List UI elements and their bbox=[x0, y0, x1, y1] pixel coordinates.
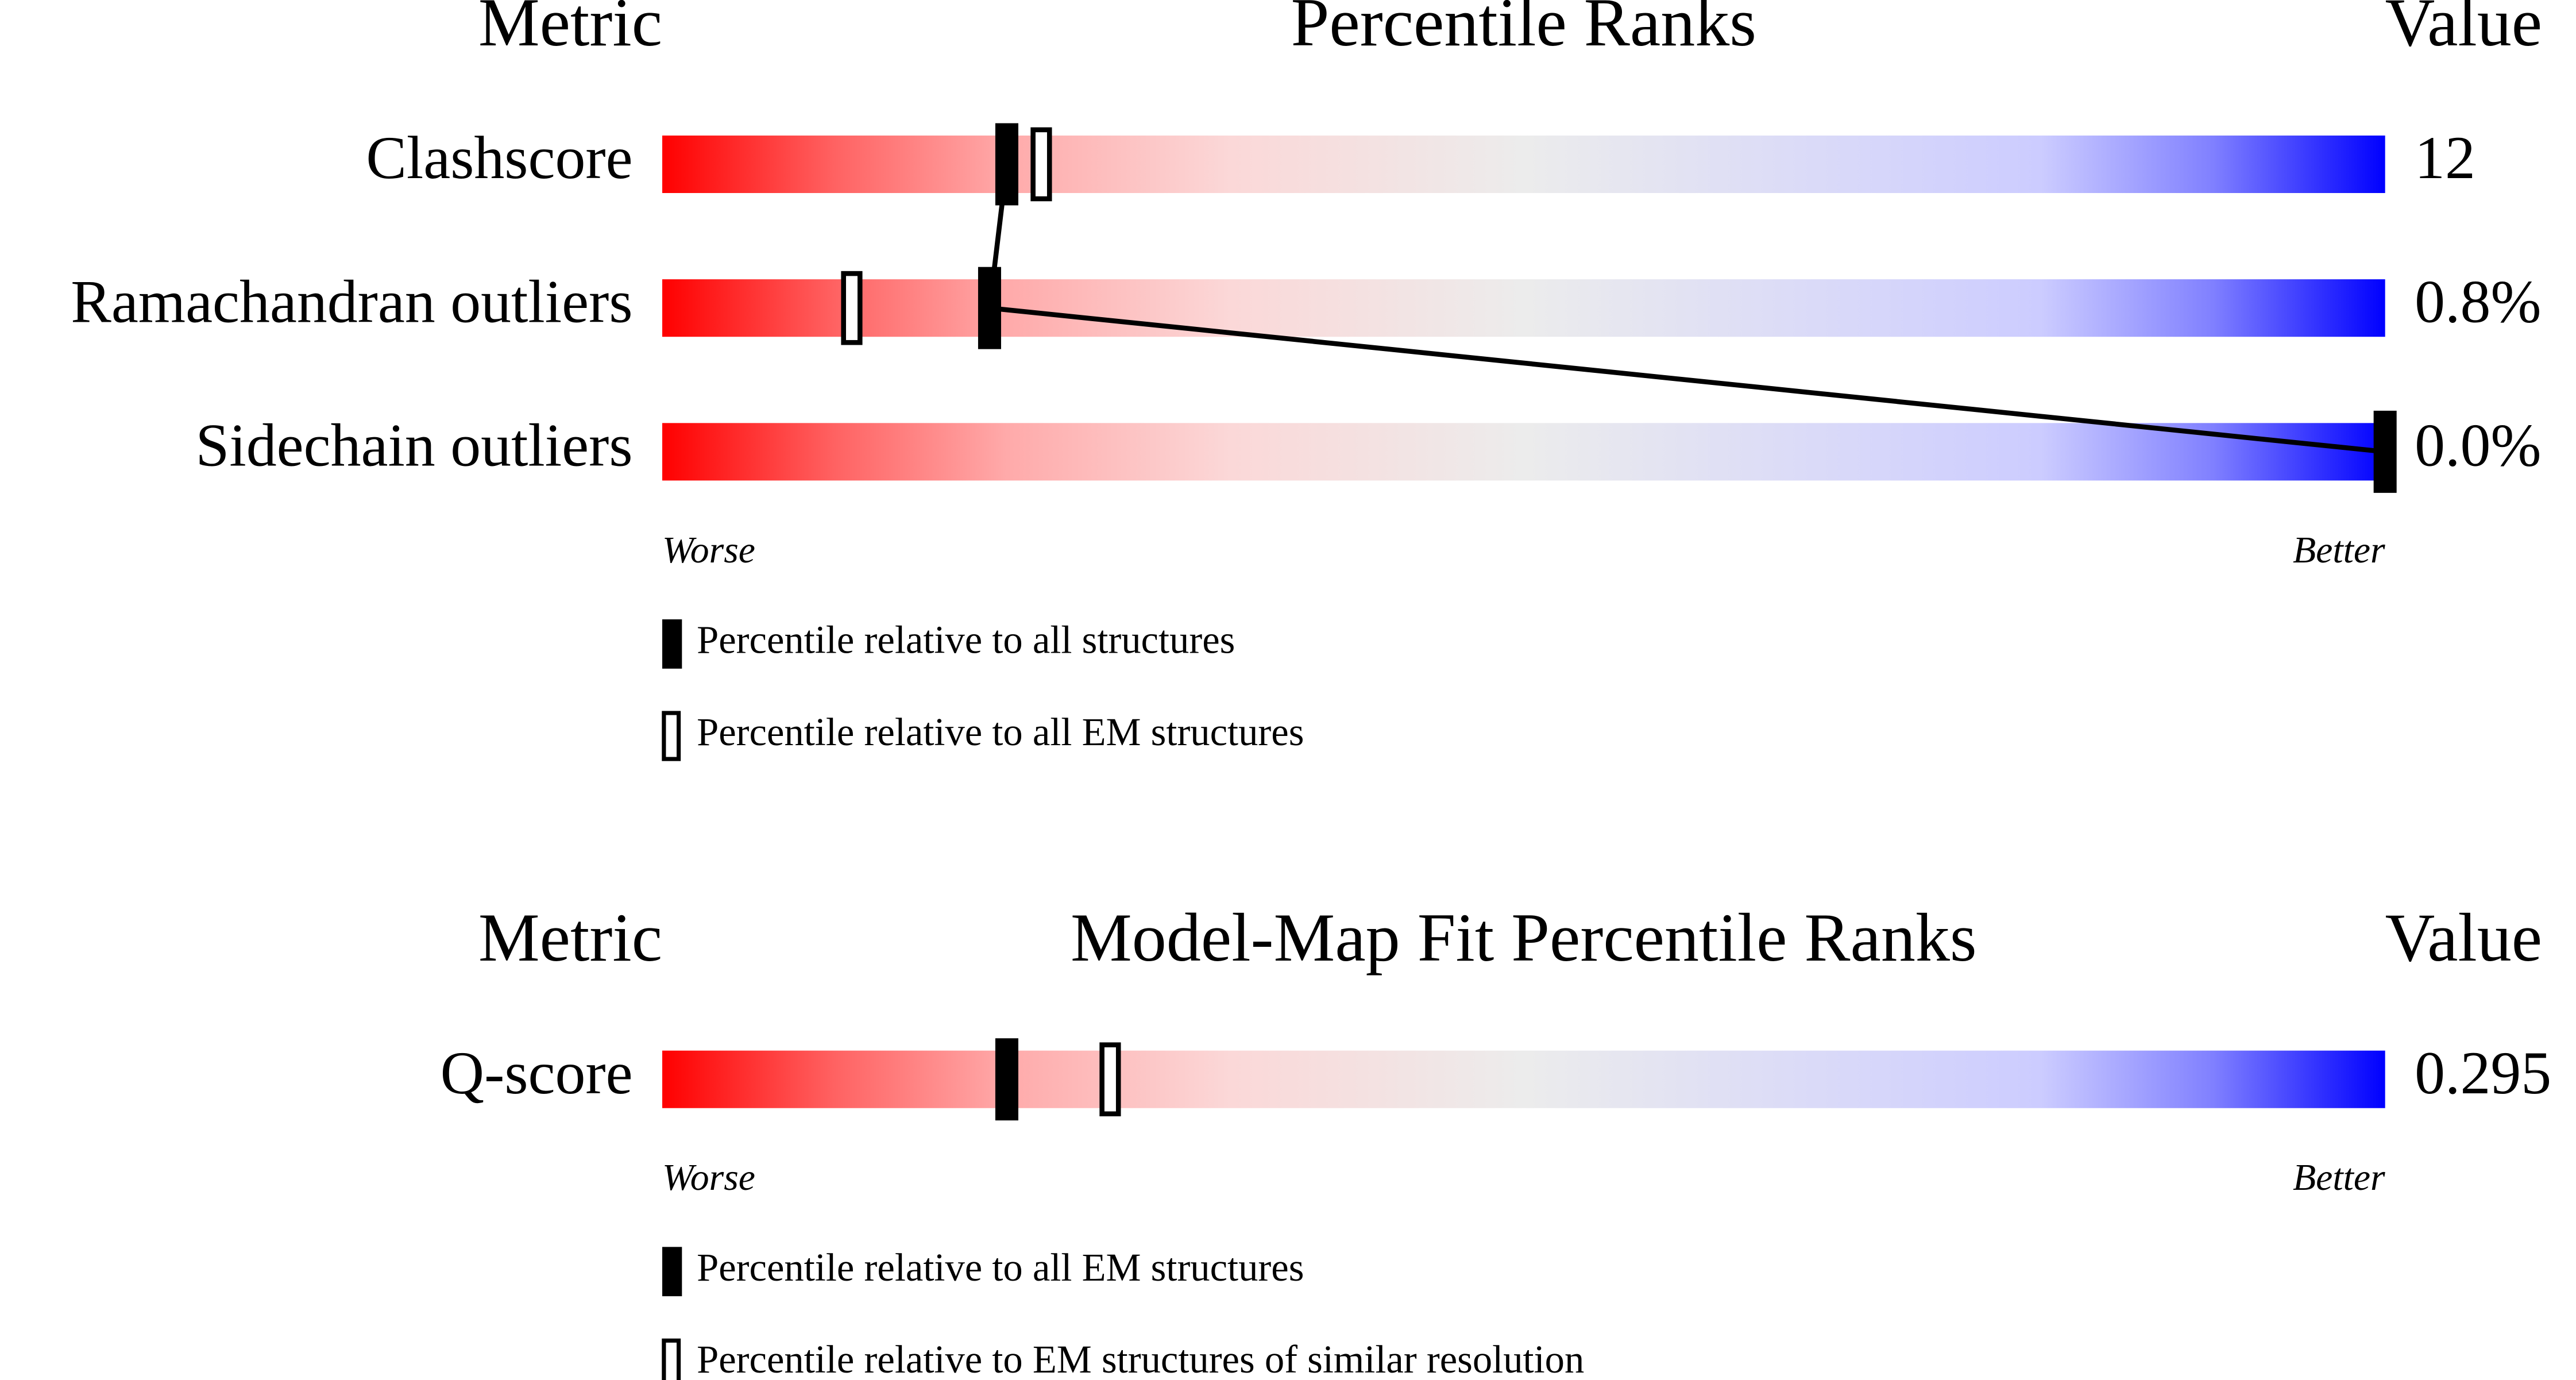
percentile-bar bbox=[662, 279, 2385, 337]
legend-swatch bbox=[662, 1338, 681, 1380]
metric-label: Q-score bbox=[441, 1039, 633, 1107]
header-metric: Metric bbox=[478, 899, 662, 976]
header-metric: Metric bbox=[478, 0, 662, 60]
metric-value: 12 bbox=[2415, 124, 2475, 191]
marker-filled bbox=[978, 267, 1001, 349]
header-value: Value bbox=[2385, 899, 2542, 976]
metric-value: 0.0% bbox=[2415, 412, 2541, 479]
metric-label: Ramachandran outliers bbox=[71, 268, 632, 335]
axis-worse: Worse bbox=[662, 529, 755, 571]
legend-label: Percentile relative to all structures bbox=[697, 618, 1235, 662]
axis-better: Better bbox=[2293, 1157, 2385, 1198]
marker-open bbox=[1099, 1042, 1121, 1117]
header-title: Model-Map Fit Percentile Ranks bbox=[1071, 899, 1977, 976]
marker-filled bbox=[995, 1038, 1018, 1121]
marker-filled bbox=[995, 123, 1018, 206]
metric-value: 0.295 bbox=[2415, 1039, 2551, 1107]
header-value: Value bbox=[2385, 0, 2542, 60]
percentile-bar bbox=[662, 423, 2385, 481]
legend-label: Percentile relative to EM structures of … bbox=[697, 1337, 1584, 1380]
percentile-bar bbox=[662, 1050, 2385, 1108]
legend-swatch bbox=[662, 711, 681, 761]
percentile-bar bbox=[662, 135, 2385, 193]
metric-label: Sidechain outliers bbox=[196, 412, 633, 479]
axis-better: Better bbox=[2293, 529, 2385, 571]
axis-worse: Worse bbox=[662, 1157, 755, 1198]
marker-open bbox=[1030, 127, 1052, 202]
header-title: Percentile Ranks bbox=[1291, 0, 1756, 60]
legend-label: Percentile relative to all EM structures bbox=[697, 1246, 1304, 1289]
metric-label: Clashscore bbox=[366, 124, 632, 191]
legend-label: Percentile relative to all EM structures bbox=[697, 710, 1304, 754]
legend-swatch bbox=[662, 1247, 682, 1297]
metric-value: 0.8% bbox=[2415, 268, 2541, 335]
marker-filled bbox=[2373, 410, 2397, 493]
marker-open bbox=[841, 271, 863, 345]
legend-swatch bbox=[662, 619, 682, 669]
